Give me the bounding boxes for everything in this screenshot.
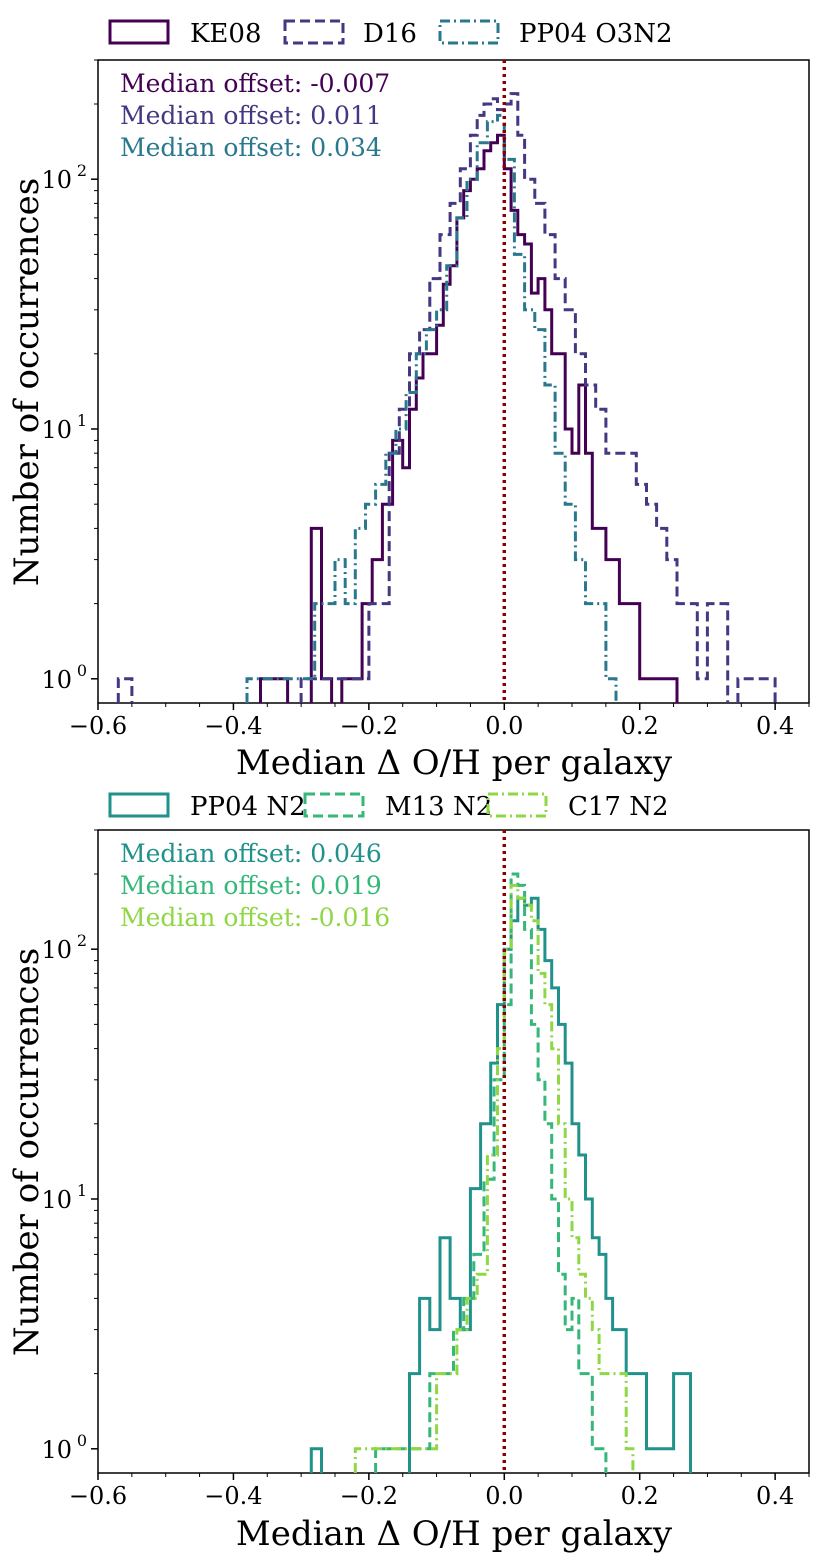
series-pp04-n2: [309, 896, 692, 1473]
series-c17-n2: [353, 883, 635, 1473]
x-tick-label: 0.0: [485, 1482, 523, 1510]
x-tick-label: −0.4: [204, 712, 262, 740]
x-tick-label: −0.4: [204, 1482, 262, 1510]
legend-swatch: [283, 19, 345, 45]
legend-label: PP04 O3N2: [519, 19, 673, 49]
y-tick-exponent: 2: [77, 931, 87, 950]
series-layer: [309, 872, 692, 1473]
plot-frame: [97, 829, 810, 1474]
y-tick-exponent: 2: [77, 161, 87, 180]
y-tick-exponent: 0: [77, 661, 87, 680]
legend-swatch: [108, 19, 170, 45]
x-tick-label: −0.2: [340, 1482, 398, 1510]
legend-item-ke08: KE08: [108, 19, 262, 49]
top-legend: KE08 D16 PP04 O3N2: [108, 19, 673, 49]
bottom-panel: PP04 N2 M13 N2 C17 N2 −0.6 −0.4 −0.2 0.0 0.2…: [7, 792, 810, 1554]
x-tick-label: −0.6: [69, 712, 127, 740]
median-annotations: Median offset: -0.007 Median offset: 0.0…: [120, 69, 390, 162]
y-tick-exponent: 0: [77, 1431, 87, 1450]
bottom-legend: PP04 N2 M13 N2 C17 N2: [108, 792, 669, 822]
plot-frame: [97, 59, 810, 704]
median-offset-d16: Median offset: 0.011: [120, 101, 382, 130]
median-offset-m13-n2: Median offset: 0.019: [120, 871, 382, 900]
median-annotations: Median offset: 0.046 Median offset: 0.01…: [120, 839, 390, 932]
x-tick-label: 0.0: [485, 712, 523, 740]
series-m13-n2: [374, 872, 608, 1473]
y-tick-label: 10: [41, 666, 72, 694]
legend-item-m13-n2: M13 N2: [303, 792, 492, 822]
y-axis-label: Number of occurrences: [7, 948, 47, 1356]
legend-item-c17-n2: C17 N2: [486, 792, 669, 822]
legend-label: PP04 N2: [190, 792, 306, 822]
legend-item-pp04-n2: PP04 N2: [108, 792, 306, 822]
x-tick-label: −0.2: [340, 712, 398, 740]
legend-item-pp04-o3n2: PP04 O3N2: [438, 19, 673, 49]
median-offset-pp04-o3n2: Median offset: 0.034: [120, 133, 382, 162]
y-tick-label: 10: [41, 166, 72, 194]
y-tick-exponent: 1: [77, 1181, 87, 1200]
top-panel: KE08 D16 PP04 O3N2 −0.6 −0.4 −0.2 0.0 0.2 0.4…: [7, 19, 810, 783]
x-tick-label: 0.2: [621, 712, 659, 740]
y-tick-label: 10: [41, 936, 72, 964]
x-tick-label: −0.6: [69, 1482, 127, 1510]
y-tick-label: 10: [41, 416, 72, 444]
series-ke08: [259, 133, 679, 703]
y-tick-label: 10: [41, 1436, 72, 1464]
legend-label: M13 N2: [385, 792, 492, 822]
y-axis-label: Number of occurrences: [7, 178, 47, 586]
median-offset-c17-n2: Median offset: -0.016: [120, 903, 390, 932]
series-layer: [116, 92, 777, 703]
legend-label: C17 N2: [568, 792, 669, 822]
legend-swatch: [486, 792, 548, 818]
series-d16: [116, 92, 777, 703]
tick-layer: −0.6 −0.4 −0.2 0.0 0.2 0.4 10 0 10 1 10 2: [41, 59, 810, 740]
x-tick-label: 0.4: [756, 1482, 794, 1510]
legend-swatch: [108, 792, 170, 818]
median-offset-pp04-n2: Median offset: 0.046: [120, 839, 382, 868]
median-offset-ke08: Median offset: -0.007: [120, 69, 390, 98]
series-pp04-o3n2: [245, 113, 618, 703]
y-tick-label: 10: [41, 1186, 72, 1214]
legend-label: D16: [363, 19, 417, 49]
legend-swatch: [438, 19, 500, 45]
legend-swatch: [303, 792, 365, 818]
x-tick-label: 0.4: [756, 712, 794, 740]
legend-label: KE08: [190, 19, 262, 49]
y-tick-exponent: 1: [77, 411, 87, 430]
x-tick-label: 0.2: [621, 1482, 659, 1510]
x-axis-label: Median Δ O/H per galaxy: [236, 1514, 673, 1554]
tick-layer: −0.6 −0.4 −0.2 0.0 0.2 0.4 10 0 10 1 10 2: [41, 829, 810, 1510]
legend-item-d16: D16: [283, 19, 417, 49]
x-axis-label: Median Δ O/H per galaxy: [236, 743, 673, 783]
